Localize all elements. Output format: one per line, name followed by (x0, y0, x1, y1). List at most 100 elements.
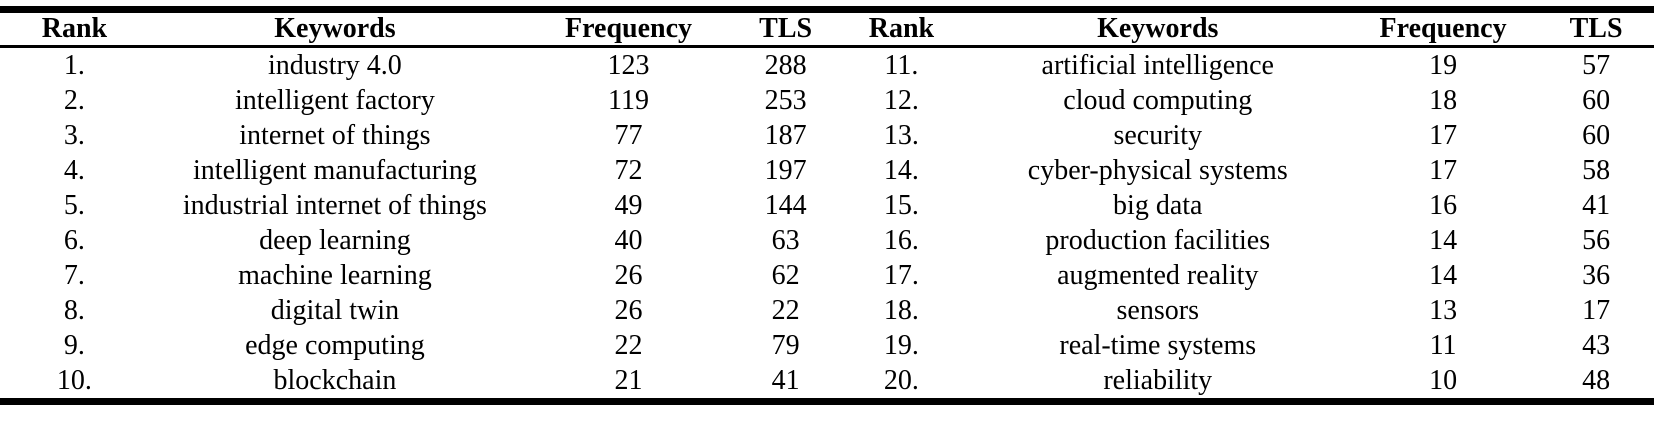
table-body: 1. industry 4.0 123 288 11. artificial intell… (0, 47, 1654, 402)
column-header-rank-4: Rank (868, 13, 935, 44)
table-row: 2. intelligent factory 119 253 12. cloud comp… (0, 83, 1654, 118)
table-cell: 119 (608, 85, 649, 116)
column-header-frequency-6: Frequency (1379, 13, 1507, 44)
table-cell: 40 (614, 225, 643, 256)
table-cell: 10 (1429, 365, 1458, 396)
table-cell: 5. (63, 190, 85, 221)
table-cell: 58 (1582, 155, 1611, 186)
paper-table-region: Rank Keywords Frequency TLS Rank Keywords Freq… (0, 6, 1654, 405)
keyword-frequency-table: Rank Keywords Frequency TLS Rank Keywords Freq… (0, 6, 1654, 405)
table-cell: industry 4.0 (268, 50, 402, 81)
table-cell: 3. (63, 120, 85, 151)
table-cell: 187 (764, 120, 807, 151)
table-cell: 11. (884, 50, 919, 81)
table-cell: 18 (1429, 85, 1458, 116)
table-cell: machine learning (238, 260, 432, 291)
table-cell: 8. (63, 295, 85, 326)
column-header-frequency-2: Frequency (564, 13, 693, 44)
table-cell: intelligent factory (235, 85, 435, 116)
table-cell: 15. (883, 190, 919, 221)
table-cell: 22 (614, 330, 643, 361)
table-cell: 144 (764, 190, 807, 221)
table-cell: big data (1113, 190, 1203, 221)
table-cell: 36 (1582, 260, 1611, 291)
table-cell: 79 (771, 330, 800, 361)
table-cell: 17 (1429, 120, 1458, 151)
table-cell: reliability (1103, 365, 1213, 396)
table-cell: cloud computing (1063, 85, 1253, 116)
column-header-keywords-5: Keywords (1097, 13, 1219, 44)
table-cell: 253 (764, 85, 807, 116)
table-cell: 14. (883, 155, 919, 186)
table-cell: 60 (1582, 120, 1611, 151)
table-cell: 11 (1429, 330, 1457, 361)
table-cell: 123 (607, 50, 650, 81)
table-cell: edge computing (245, 330, 425, 361)
table-cell: 77 (614, 120, 643, 151)
table-cell: 197 (764, 155, 807, 186)
table-cell: 2. (63, 85, 85, 116)
column-header-rank-0: Rank (41, 13, 108, 44)
column-header-tls-7: TLS (1569, 13, 1623, 44)
table-cell: 63 (771, 225, 800, 256)
table-cell: deep learning (259, 225, 411, 256)
table-cell: 14 (1429, 260, 1458, 291)
table-row: 10. blockchain 21 41 20. reliability 10 48 (0, 363, 1654, 402)
table-cell: 9. (63, 330, 85, 361)
table-row: 3. internet of things 77 187 13. security 17 60 (0, 118, 1654, 153)
table-cell: 13. (883, 120, 919, 151)
table-cell: real-time systems (1059, 330, 1257, 361)
table-cell: artificial intelligence (1041, 50, 1274, 81)
table-cell: 7. (63, 260, 85, 291)
table-cell: 26 (614, 295, 643, 326)
table-cell: 288 (764, 50, 807, 81)
column-header-keywords-1: Keywords (274, 13, 396, 44)
table-cell: 22 (771, 295, 800, 326)
column-header-tls-3: TLS (759, 13, 813, 44)
table-cell: production facilities (1045, 225, 1271, 256)
table-cell: internet of things (239, 120, 431, 151)
table-cell: 43 (1582, 330, 1611, 361)
table-cell: 72 (614, 155, 643, 186)
table-cell: blockchain (273, 365, 397, 396)
table-cell: industrial internet of things (182, 190, 487, 221)
table-row: 6. deep learning 40 63 16. production facilit… (0, 223, 1654, 258)
table-cell: security (1113, 120, 1203, 151)
table-cell: 10. (56, 365, 92, 396)
table-cell: 16 (1429, 190, 1458, 221)
table-cell: 20. (883, 365, 919, 396)
table-cell: 60 (1582, 85, 1611, 116)
table-header: Rank Keywords Frequency TLS Rank Keywords Freq… (0, 10, 1654, 47)
table-cell: sensors (1116, 295, 1199, 326)
table-cell: 21 (614, 365, 643, 396)
table-cell: 48 (1582, 365, 1611, 396)
table-cell: 17. (883, 260, 919, 291)
table-cell: augmented reality (1057, 260, 1259, 291)
header-row: Rank Keywords Frequency TLS Rank Keywords Freq… (0, 10, 1654, 47)
table-cell: 18. (883, 295, 919, 326)
table-row: 5. industrial internet of things 49 144 15. b… (0, 188, 1654, 223)
table-cell: 41 (771, 365, 800, 396)
table-cell: 19 (1429, 50, 1458, 81)
table-cell: 17 (1582, 295, 1611, 326)
table-cell: 19. (883, 330, 919, 361)
table-cell: 17 (1429, 155, 1458, 186)
table-cell: intelligent manufacturing (193, 155, 477, 186)
table-cell: 26 (614, 260, 643, 291)
table-cell: 12. (883, 85, 919, 116)
table-cell: 4. (63, 155, 85, 186)
table-cell: 56 (1582, 225, 1611, 256)
table-cell: 49 (614, 190, 643, 221)
table-cell: cyber-physical systems (1027, 155, 1288, 186)
table-cell: 62 (771, 260, 800, 291)
table-cell: 16. (883, 225, 919, 256)
table-row: 7. machine learning 26 62 17. augmented reali… (0, 258, 1654, 293)
table-cell: 1. (63, 50, 85, 81)
table-row: 4. intelligent manufacturing 72 197 14. cyber… (0, 153, 1654, 188)
table-cell: 41 (1582, 190, 1611, 221)
table-row: 8. digital twin 26 22 18. sensors 13 17 (0, 293, 1654, 328)
table-row: 9. edge computing 22 79 19. real-time systems… (0, 328, 1654, 363)
table-cell: 6. (63, 225, 85, 256)
table-cell: 13 (1429, 295, 1458, 326)
table-cell: 57 (1582, 50, 1611, 81)
